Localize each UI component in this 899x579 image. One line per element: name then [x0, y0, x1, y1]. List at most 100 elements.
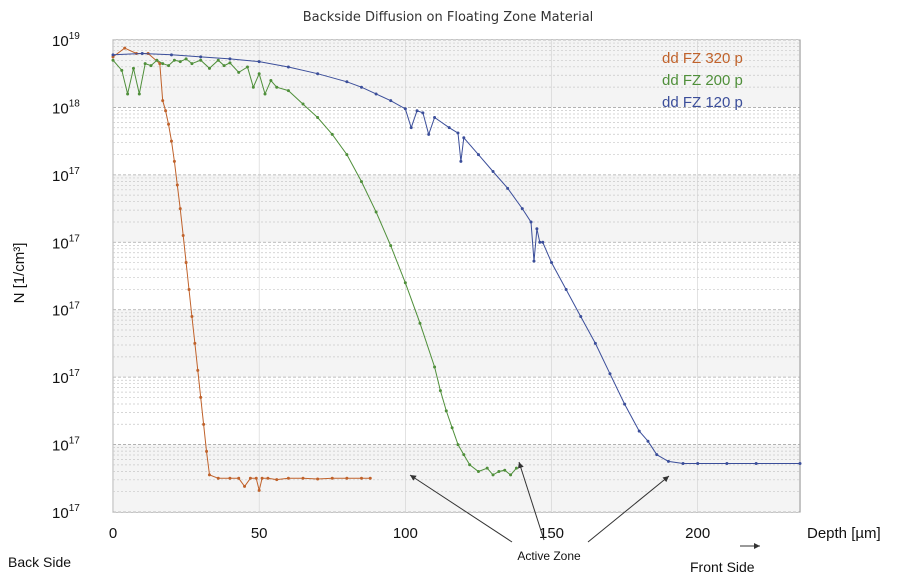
data-point [345, 80, 349, 84]
data-point [184, 57, 188, 61]
data-point [421, 111, 425, 115]
data-point [161, 99, 165, 103]
data-point [286, 65, 290, 69]
data-point [798, 461, 802, 465]
grid [112, 39, 800, 513]
data-point [503, 468, 507, 472]
y-tick-label: 1017 [52, 503, 80, 522]
data-point [164, 109, 168, 113]
data-point [506, 186, 510, 190]
data-point [444, 409, 448, 413]
data-point [459, 159, 463, 163]
data-point [409, 126, 413, 130]
grid-band [114, 242, 799, 310]
data-point [754, 461, 758, 465]
data-point [199, 55, 203, 59]
data-point [222, 64, 226, 68]
data-point [316, 116, 320, 120]
data-point [190, 314, 194, 318]
data-point [237, 70, 241, 74]
data-point [205, 449, 209, 453]
data-point [497, 470, 501, 474]
data-point [579, 314, 583, 318]
data-point [415, 109, 419, 113]
data-point [275, 85, 279, 89]
legend: dd FZ 320 p dd FZ 200 p dd FZ 120 p [662, 50, 743, 111]
grid-band [114, 174, 799, 243]
data-point [228, 476, 232, 480]
data-point [126, 92, 130, 96]
data-point [196, 368, 200, 372]
y-axis-label: N [1/cm³] [11, 243, 28, 304]
data-point [593, 341, 597, 345]
data-point [462, 453, 466, 457]
legend-entry: dd FZ 200 p [662, 72, 743, 89]
data-point [681, 461, 685, 465]
data-point [345, 153, 349, 157]
data-point [181, 234, 185, 238]
y-tick-label: 1017 [52, 233, 80, 252]
data-point [251, 85, 255, 89]
data-point [427, 132, 431, 136]
data-point [646, 439, 650, 443]
data-point [275, 478, 279, 482]
active-zone-label: Active Zone [517, 549, 581, 563]
y-tick-label: 1017 [52, 368, 80, 387]
data-point [140, 51, 144, 55]
data-point [286, 89, 290, 93]
data-point [254, 476, 258, 480]
data-point [260, 476, 264, 480]
data-point [666, 459, 670, 463]
data-point [111, 53, 115, 57]
data-point [228, 57, 232, 61]
data-point [169, 139, 173, 143]
data-point [243, 484, 247, 488]
series-group [111, 46, 802, 492]
data-point [725, 461, 729, 465]
grid-band [114, 309, 799, 378]
data-point [535, 227, 539, 231]
data-point [263, 92, 267, 96]
data-point [190, 62, 194, 66]
data-point [330, 476, 334, 480]
data-point [257, 488, 261, 492]
data-point [202, 422, 206, 426]
data-point [389, 99, 393, 103]
data-point [286, 476, 290, 480]
data-point [623, 402, 627, 406]
data-point [149, 64, 153, 68]
data-point [520, 207, 524, 211]
data-point [301, 102, 305, 106]
data-point [316, 72, 320, 76]
data-point [345, 476, 349, 480]
data-point [529, 220, 533, 224]
data-point [433, 116, 437, 120]
y-tick-label: 1017 [52, 301, 80, 320]
data-point [696, 461, 700, 465]
data-point [248, 476, 252, 480]
data-point [491, 169, 495, 173]
data-point [131, 66, 135, 70]
data-point [123, 46, 127, 50]
data-point [456, 443, 460, 447]
y-tick-labels: 1019 1018 1017 1017 1017 1017 1017 1017 [52, 31, 80, 522]
data-point [143, 62, 147, 66]
data-point [169, 53, 173, 57]
grid-band [114, 40, 799, 108]
data-point [207, 473, 211, 477]
data-point [178, 207, 182, 211]
data-point [161, 62, 165, 66]
data-point [389, 244, 393, 248]
data-point [316, 477, 320, 481]
data-point [514, 466, 518, 470]
data-point [207, 66, 211, 70]
data-point [608, 372, 612, 376]
data-point [266, 476, 270, 480]
grid-band [114, 377, 799, 445]
data-point [359, 85, 363, 89]
data-point [476, 470, 480, 474]
data-point [509, 473, 513, 477]
data-point [418, 321, 422, 325]
data-point [178, 60, 182, 64]
